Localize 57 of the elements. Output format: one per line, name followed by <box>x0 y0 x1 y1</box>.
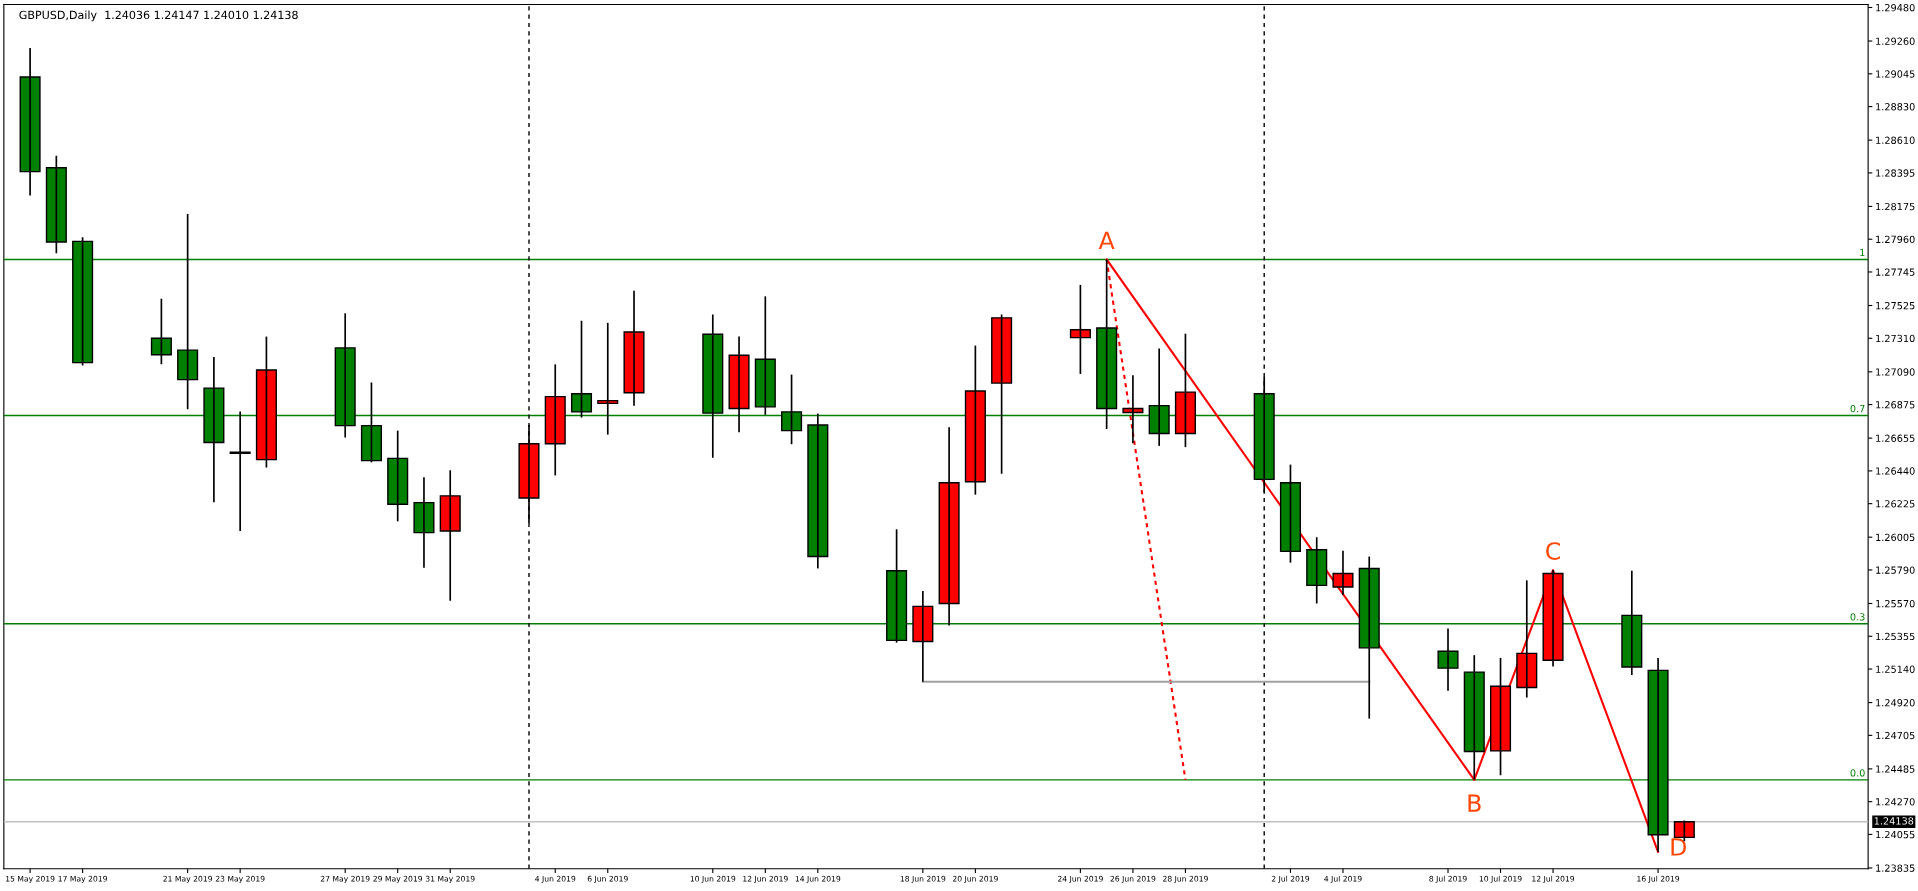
annotation: 0.7 <box>1850 404 1865 413</box>
y-tick-label: 1.27745 <box>1876 268 1915 276</box>
y-tick-label: 1.28395 <box>1876 169 1915 177</box>
annotation: 0.3 <box>1850 613 1865 621</box>
y-tick-label: 1.26225 <box>1876 500 1915 508</box>
y-tick-label: 1.26005 <box>1876 533 1915 542</box>
annotation: C <box>1546 542 1560 560</box>
y-tick-label: 1.26875 <box>1876 401 1915 409</box>
ref-line-label: 1.24138 <box>1874 817 1914 825</box>
y-tick-label: 1.28610 <box>1876 136 1915 144</box>
y-tick-label: 1.28830 <box>1876 103 1915 111</box>
candlestick <box>1069 284 1091 375</box>
y-tick-label: 1.28175 <box>1876 202 1915 211</box>
y-tick-label: 1.29045 <box>1876 70 1915 78</box>
y-tick-label: 1.27960 <box>1876 235 1915 244</box>
annotation: 0.0 <box>1850 769 1865 777</box>
candlestick <box>413 476 435 569</box>
annotation: B <box>1468 794 1481 812</box>
candlestick <box>1489 657 1512 777</box>
candlestick <box>387 429 409 523</box>
y-tick-label: 1.27525 <box>1876 301 1915 310</box>
candlestick <box>255 335 277 469</box>
annotation: 1 <box>1860 248 1865 257</box>
candlestick <box>964 344 986 496</box>
candlestick <box>938 426 960 627</box>
annotation: A <box>1098 231 1115 249</box>
y-tick-label: 1.24705 <box>1876 731 1915 740</box>
candlestick <box>45 154 67 255</box>
candlestick <box>19 47 41 197</box>
y-tick-label: 1.23835 <box>1876 864 1915 872</box>
y-tick-label: 1.25355 <box>1876 632 1915 641</box>
y-tick-label: 1.29260 <box>1876 37 1915 45</box>
y-tick-label: 1.25790 <box>1876 566 1915 574</box>
candlestick <box>1542 569 1564 668</box>
candlestick <box>991 313 1013 475</box>
y-tick-label: 1.26440 <box>1876 467 1915 475</box>
y-tick-label: 1.27310 <box>1876 334 1915 343</box>
y-tick-label: 1.24055 <box>1876 830 1915 839</box>
candlestick <box>728 335 750 434</box>
candlestick <box>1306 536 1328 605</box>
y-tick-label: 1.27090 <box>1876 368 1915 376</box>
candlestick <box>150 297 172 366</box>
candlestick <box>623 289 645 407</box>
candlestick <box>1279 463 1302 564</box>
candlestick <box>1174 332 1196 448</box>
annotation: D <box>1671 838 1686 856</box>
y-tick-label: 1.25570 <box>1876 599 1915 608</box>
y-tick-label: 1.24270 <box>1876 798 1915 806</box>
candlestick <box>1332 549 1354 596</box>
y-tick-label: 1.26655 <box>1876 434 1915 442</box>
candlestick <box>1437 627 1459 692</box>
y-tick-label: 1.24920 <box>1876 699 1915 707</box>
y-tick-label: 1.24485 <box>1876 765 1915 773</box>
y-tick-label: 1.29480 <box>1876 3 1915 12</box>
text: GBPUSD,Daily 1.24036 1.24147 1.24010 1.24138 <box>19 10 298 22</box>
y-tick-label: 1.25140 <box>1876 665 1915 673</box>
candlestick <box>439 469 461 602</box>
